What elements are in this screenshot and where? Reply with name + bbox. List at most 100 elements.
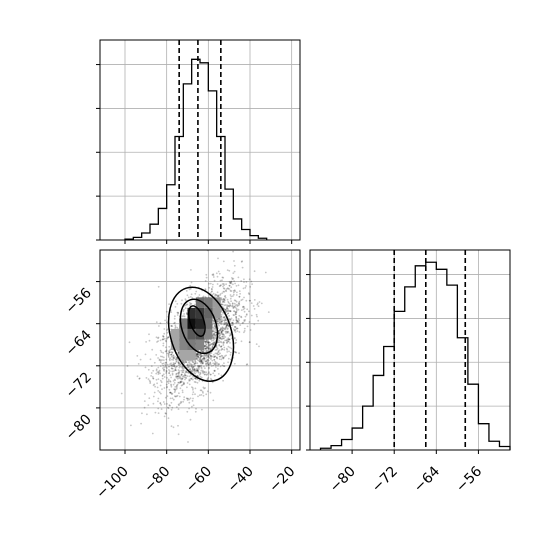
scatter-point (215, 346, 218, 349)
scatter-point (221, 337, 224, 340)
scatter-point (225, 288, 228, 290)
scatter-point (214, 362, 217, 365)
scatter-point (158, 369, 161, 372)
scatter-point (175, 376, 178, 379)
scatter-point (152, 377, 155, 380)
scatter-point (152, 377, 155, 380)
scatter-point (196, 368, 199, 371)
scatter-point (223, 365, 226, 368)
scatter-point (225, 283, 228, 286)
scatter-point (185, 299, 187, 302)
scatter-point (166, 331, 169, 334)
scatter-point (221, 335, 224, 338)
scatter-point (161, 374, 164, 377)
scatter-point (235, 311, 238, 313)
scatter-point (229, 310, 232, 313)
scatter-point (171, 365, 174, 368)
density-cell (195, 297, 205, 308)
scatter-point (166, 380, 169, 383)
scatter-point (203, 359, 206, 361)
scatter-point (164, 361, 167, 364)
scatter-point (146, 413, 148, 416)
scatter-point (181, 377, 184, 380)
scatter-point (189, 287, 192, 290)
scatter-point (227, 361, 230, 364)
marginal-histogram-y: −80 −72 −64 −56 (306, 249, 511, 496)
scatter-point (194, 410, 197, 413)
scatter-point (220, 349, 223, 351)
scatter-point (186, 399, 189, 401)
scatter-point (200, 366, 203, 369)
x-tick-label: −72 (369, 464, 401, 496)
scatter-point (222, 300, 225, 303)
scatter-point (205, 347, 207, 350)
scatter-point (128, 341, 131, 344)
scatter-point (227, 309, 230, 312)
scatter-point (182, 315, 185, 317)
x-tick-label: −64 (411, 463, 443, 495)
scatter-point (217, 323, 220, 325)
scatter-point (224, 308, 227, 311)
scatter-point (162, 338, 164, 341)
scatter-point (213, 323, 216, 326)
scatter-point (203, 371, 206, 373)
scatter-point (156, 371, 159, 374)
scatter-point (192, 361, 195, 364)
scatter-point (232, 322, 234, 324)
scatter-point (186, 410, 189, 413)
scatter-point (220, 345, 223, 348)
scatter-point (191, 297, 194, 299)
scatter-point (148, 397, 151, 400)
scatter-point (174, 362, 177, 365)
scatter-point (205, 344, 208, 346)
scatter-point (198, 358, 201, 360)
scatter-point (248, 341, 251, 344)
scatter-point (219, 318, 221, 320)
scatter-point (173, 388, 176, 391)
scatter-point (199, 375, 202, 378)
scatter-point (170, 351, 173, 353)
scatter-point (181, 377, 184, 380)
scatter-point (201, 362, 204, 365)
scatter-point (168, 372, 171, 374)
scatter-point (175, 373, 178, 376)
scatter-point (236, 319, 239, 322)
scatter-point (190, 364, 192, 366)
scatter-point (168, 349, 171, 352)
density-cell (187, 350, 196, 361)
scatter-point (169, 404, 171, 407)
scatter-point (191, 361, 194, 363)
y-tick-label: −56 (63, 285, 95, 317)
scatter-point (199, 371, 202, 374)
scatter-point (217, 365, 219, 367)
scatter-point (186, 386, 188, 389)
density-cell (187, 307, 196, 319)
scatter-point (223, 298, 225, 300)
scatter-point (210, 352, 213, 354)
scatter-point (149, 382, 152, 384)
scatter-point (221, 357, 224, 359)
density-cell (179, 350, 188, 361)
scatter-point (229, 318, 232, 321)
scatter-point (184, 376, 187, 379)
scatter-point (162, 335, 164, 337)
scatter-point (235, 300, 238, 303)
scatter-point (182, 310, 185, 313)
scatter-point (222, 276, 225, 279)
scatter-point (202, 359, 204, 361)
scatter-point (213, 321, 215, 324)
scatter-point (155, 354, 158, 356)
scatter-point (181, 369, 184, 372)
scatter-point (179, 376, 182, 379)
scatter-point (162, 373, 165, 376)
scatter-point (198, 364, 201, 367)
scatter-point (183, 396, 186, 398)
scatter-point (225, 325, 228, 327)
scatter-point (226, 307, 228, 310)
scatter-point (172, 383, 175, 386)
scatter-point (232, 277, 235, 280)
scatter-point (174, 389, 177, 392)
scatter-point (233, 305, 236, 308)
density-cell (179, 318, 188, 329)
scatter-point (219, 329, 222, 332)
